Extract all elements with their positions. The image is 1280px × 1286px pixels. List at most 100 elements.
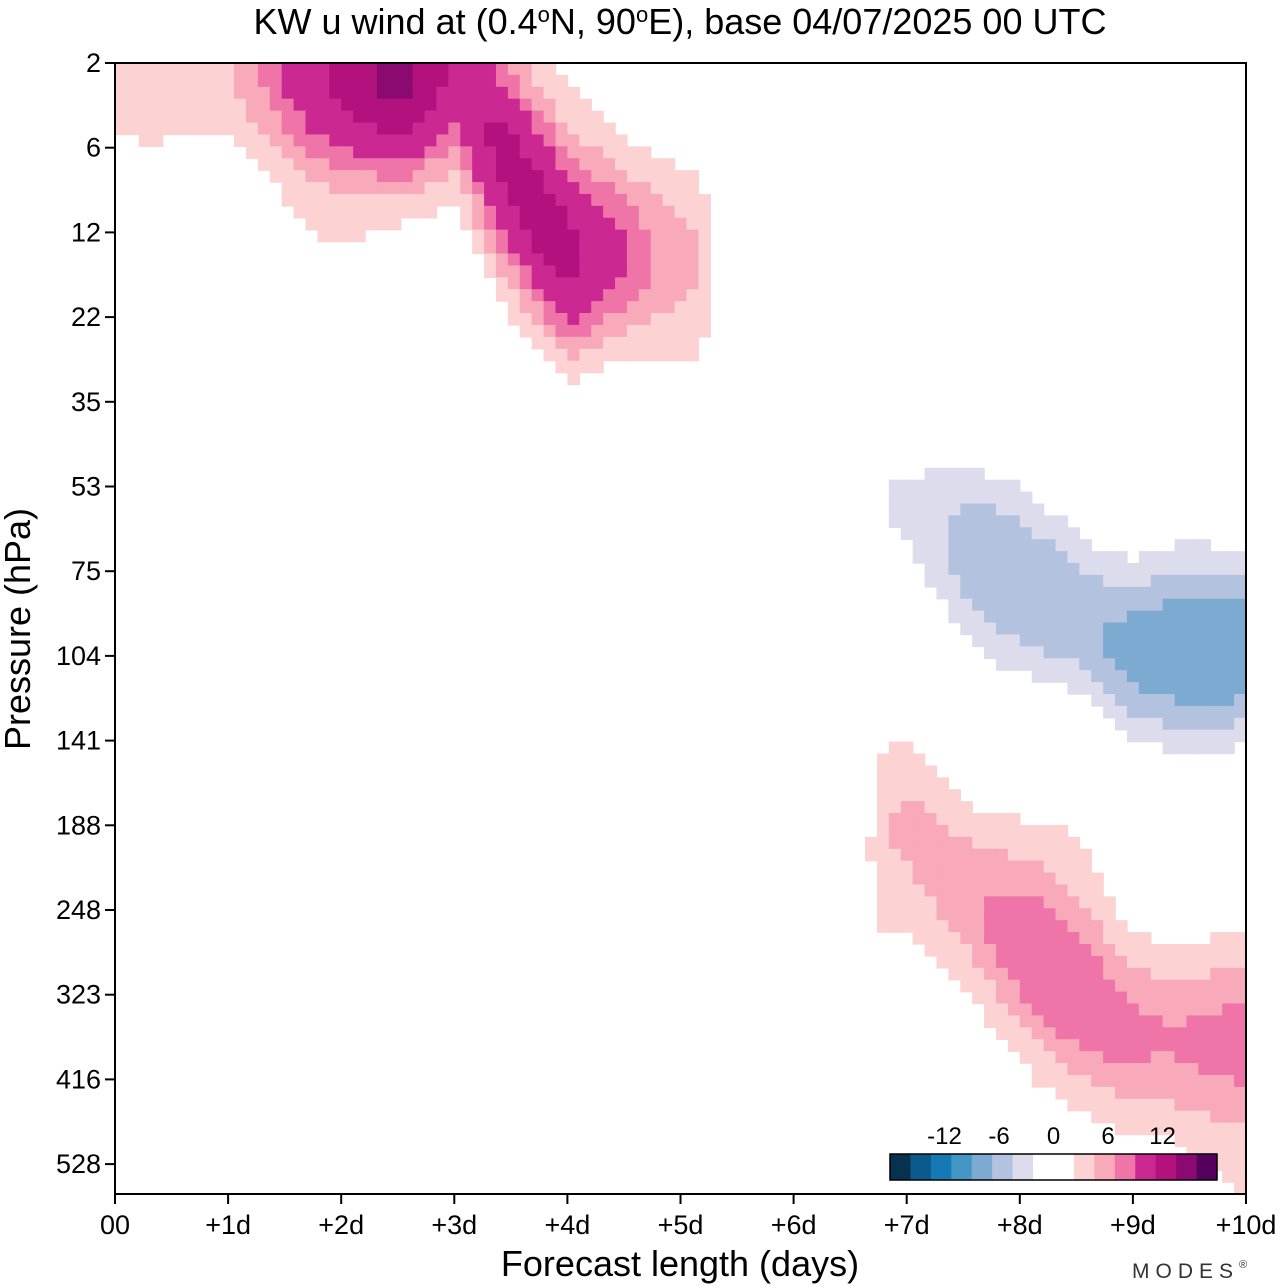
field-cell xyxy=(936,467,950,481)
field-cell xyxy=(519,63,533,76)
field-cell xyxy=(650,193,664,207)
field-cell xyxy=(936,503,950,517)
field-cell xyxy=(1067,527,1081,540)
field-cell xyxy=(638,265,652,278)
field-cell xyxy=(1043,908,1057,921)
field-cell xyxy=(388,86,402,100)
field-cell xyxy=(1198,955,1211,969)
field-cell xyxy=(948,884,961,898)
field-cell xyxy=(948,896,961,909)
field-cell xyxy=(948,813,961,826)
field-cell xyxy=(1126,598,1140,612)
field-cell xyxy=(960,896,973,909)
field-cell xyxy=(281,182,295,195)
field-cell xyxy=(1055,622,1069,636)
field-cell xyxy=(1162,622,1176,636)
field-cell xyxy=(591,313,604,326)
field-cell xyxy=(615,134,628,148)
field-cell xyxy=(138,74,152,88)
field-cell xyxy=(448,146,461,159)
field-cell xyxy=(650,170,664,183)
field-cell xyxy=(972,574,985,588)
field-cell xyxy=(579,110,592,124)
field-cell xyxy=(948,551,961,564)
field-cell xyxy=(972,634,985,648)
field-cell xyxy=(674,313,688,326)
field-cell xyxy=(531,74,545,88)
field-cell xyxy=(1138,1063,1152,1076)
field-cell xyxy=(948,836,961,850)
field-cell xyxy=(1198,1134,1211,1148)
field-cell xyxy=(1150,598,1164,612)
field-cell xyxy=(531,205,545,219)
field-cell xyxy=(1186,1027,1200,1040)
field-cell xyxy=(1103,646,1116,659)
field-cell xyxy=(936,527,950,540)
field-cell xyxy=(1007,908,1021,921)
field-cell xyxy=(984,932,997,945)
field-cell xyxy=(269,134,283,148)
field-cell xyxy=(984,586,997,600)
field-cell xyxy=(519,265,533,278)
field-cell xyxy=(365,193,378,207)
field-cell xyxy=(210,122,223,136)
field-cell xyxy=(1198,634,1211,648)
field-cell xyxy=(1150,610,1164,624)
field-cell xyxy=(912,801,926,814)
field-cell xyxy=(543,146,557,159)
field-cell xyxy=(888,801,902,814)
field-cell xyxy=(1234,1146,1246,1159)
field-cell xyxy=(507,158,521,171)
field-cell xyxy=(555,265,569,278)
field-cell xyxy=(615,205,628,219)
field-cell xyxy=(1162,670,1176,683)
field-cell xyxy=(1126,979,1140,993)
field-cell xyxy=(924,824,938,838)
x-tick-label: +10d xyxy=(1216,1210,1277,1240)
field-cell xyxy=(484,110,497,124)
field-cell xyxy=(876,884,890,898)
field-cell xyxy=(436,193,450,207)
field-cell xyxy=(1055,896,1069,909)
field-cell xyxy=(948,932,961,945)
field-cell xyxy=(1007,932,1021,945)
field-cell xyxy=(674,301,688,314)
field-cell xyxy=(603,348,616,362)
field-cell xyxy=(1031,908,1045,921)
field-cell xyxy=(698,241,711,255)
field-cell xyxy=(150,63,164,76)
field-cell xyxy=(1007,920,1021,933)
field-cell xyxy=(674,253,688,267)
field-cell xyxy=(924,896,938,909)
field-cell xyxy=(555,170,569,183)
field-cell xyxy=(1174,634,1188,648)
x-tick-label: +2d xyxy=(318,1210,364,1240)
field-cell xyxy=(329,122,342,136)
x-tick-label: +5d xyxy=(658,1210,704,1240)
field-cell xyxy=(900,765,914,779)
field-cell xyxy=(984,563,997,576)
field-cell xyxy=(579,336,592,350)
field-cell xyxy=(1198,1051,1211,1064)
field-cell xyxy=(472,86,485,100)
field-cell xyxy=(876,908,890,921)
field-cell xyxy=(579,134,592,148)
field-cell xyxy=(329,134,342,148)
field-cell xyxy=(1115,658,1128,671)
y-tick-label: 75 xyxy=(71,556,101,586)
field-cell xyxy=(567,146,581,159)
field-cell xyxy=(448,98,461,112)
field-cell xyxy=(1079,1086,1092,1100)
field-cell xyxy=(1091,646,1104,659)
field-cell xyxy=(984,622,997,636)
field-cell xyxy=(1210,693,1223,707)
field-cell xyxy=(960,813,973,826)
field-cell xyxy=(626,146,640,159)
field-cell xyxy=(686,348,700,362)
field-cell xyxy=(948,610,961,624)
field-cell xyxy=(1138,955,1152,969)
field-cell xyxy=(1055,670,1069,683)
colorbar-swatch xyxy=(1114,1154,1136,1180)
field-cell xyxy=(1210,658,1223,671)
field-cell xyxy=(1067,1063,1081,1076)
